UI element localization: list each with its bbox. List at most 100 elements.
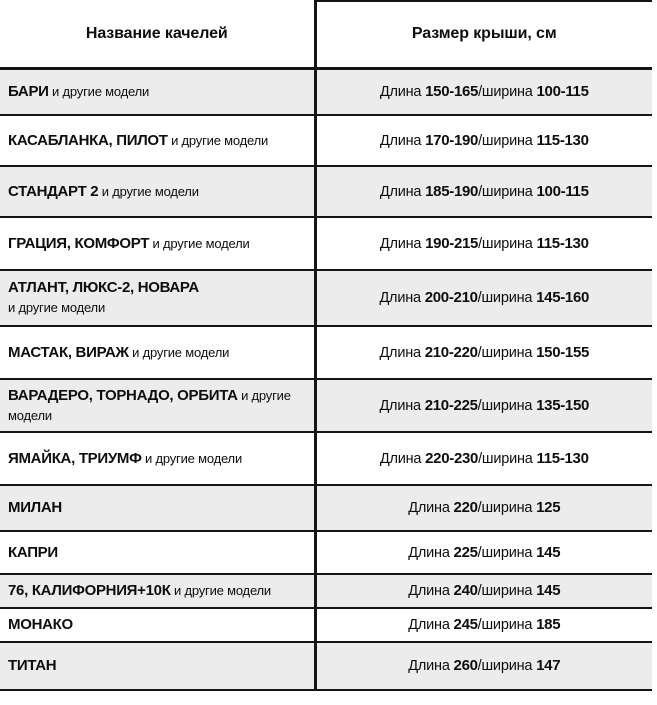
swing-name-cell: ВАРАДЕРО, ТОРНАДО, ОРБИТА и другие модел… (0, 379, 317, 433)
width-label: /ширина (477, 617, 537, 633)
length-value: 225 (453, 543, 478, 561)
width-value: 145-160 (536, 289, 590, 306)
width-label: /ширина (477, 544, 537, 561)
width-label: /ширина (478, 132, 537, 149)
width-value: 125 (536, 499, 561, 516)
swing-suffix: и другие модели (8, 300, 106, 315)
swing-name-cell: ЯМАЙКА, ТРИУМФ и другие модели (0, 432, 317, 486)
length-value: 170-190 (425, 131, 479, 149)
table-row: АТЛАНТ, ЛЮКС-2, НОВАРА и другие модели Д… (0, 270, 652, 327)
roof-size-cell: Длина 220/ширина 125 (315, 485, 652, 532)
length-value: 190-215 (425, 234, 479, 252)
swing-name-cell: ГРАЦИЯ, КОМФОРТ и другие модели (0, 217, 317, 271)
width-label: /ширина (477, 583, 537, 599)
roof-size-cell: Длина 240/ширина 145 (315, 574, 652, 609)
roof-size-cell: Длина 260/ширина 147 (315, 642, 652, 691)
swing-suffix: и другие модели (167, 132, 269, 148)
table-row: КАПРИ Длина 225/ширина 145 (0, 531, 652, 575)
length-label: Длина (408, 544, 454, 561)
swing-suffix: и другие модели (170, 583, 271, 598)
swing-models: КАСАБЛАНКА, ПИЛОТ (8, 131, 168, 149)
swing-name-cell: СТАНДАРТ 2 и другие модели (0, 166, 317, 218)
width-value: 185 (536, 616, 561, 633)
length-value: 245 (453, 616, 478, 633)
roof-size-cell: Длина 185-190/ширина 100-115 (315, 166, 652, 218)
length-value: 150-165 (425, 82, 479, 100)
length-value: 210-220 (424, 343, 478, 361)
table-row: ТИТАН Длина 260/ширина 147 (0, 642, 652, 691)
size-table: Название качелей Размер крыши, см БАРИ и… (0, 0, 652, 691)
length-label: Длина (379, 132, 426, 149)
length-value: 200-210 (424, 289, 478, 306)
width-value: 145 (536, 543, 561, 561)
table-row: МИЛАН Длина 220/ширина 125 (0, 485, 652, 532)
header-row: Название качелей Размер крыши, см (0, 0, 652, 70)
width-label: /ширина (478, 183, 537, 200)
length-label: Длина (379, 83, 426, 100)
width-label: /ширина (478, 83, 537, 100)
swing-models: МИЛАН (8, 499, 62, 516)
swing-models: МОНАКО (8, 616, 73, 633)
length-label: Длина (379, 290, 425, 306)
swing-name-cell: БАРИ и другие модели (0, 68, 317, 116)
width-value: 115-130 (536, 131, 589, 149)
width-label: /ширина (477, 658, 537, 674)
roof-size-cell: Длина 170-190/ширина 115-130 (315, 115, 652, 167)
table-row: МОНАКО Длина 245/ширина 185 (0, 608, 652, 643)
swing-suffix: и другие модели (128, 344, 230, 360)
table-row: КАСАБЛАНКА, ПИЛОТ и другие модели Длина … (0, 115, 652, 167)
swing-models: 76, КАЛИФОРНИЯ+10К (8, 582, 171, 599)
table-row: ГРАЦИЯ, КОМФОРТ и другие модели Длина 19… (0, 217, 652, 271)
header-roof-size: Размер крыши, см (315, 0, 652, 70)
length-value: 210-225 (424, 396, 478, 414)
length-label: Длина (379, 450, 426, 467)
swing-suffix: и другие модели (149, 235, 250, 251)
length-label: Длина (379, 183, 426, 200)
length-value: 220 (453, 499, 478, 516)
length-value: 220-230 (425, 449, 479, 467)
width-label: /ширина (478, 450, 537, 467)
length-label: Длина (408, 583, 454, 599)
swing-models: ЯМАЙКА, ТРИУМФ (8, 449, 142, 467)
width-value: 100-115 (536, 82, 589, 100)
roof-size-cell: Длина 190-215/ширина 115-130 (315, 217, 652, 271)
swing-name-cell: КАПРИ (0, 531, 317, 575)
swing-models: СТАНДАРТ 2 (8, 182, 99, 200)
swing-suffix: и другие модели (141, 450, 243, 466)
length-label: Длина (408, 500, 454, 516)
table-row: ЯМАЙКА, ТРИУМФ и другие модели Длина 220… (0, 432, 652, 486)
width-label: /ширина (477, 344, 537, 361)
swing-models: КАПРИ (8, 543, 58, 561)
width-value: 115-130 (536, 449, 589, 467)
swing-name-cell: АТЛАНТ, ЛЮКС-2, НОВАРА и другие модели (0, 270, 317, 327)
roof-size-cell: Длина 220-230/ширина 115-130 (315, 432, 652, 486)
swing-name-cell: ТИТАН (0, 642, 317, 691)
length-label: Длина (379, 397, 425, 414)
swing-suffix: и другие модели (48, 83, 150, 99)
length-label: Длина (379, 344, 425, 361)
swing-models: ВАРАДЕРО, ТОРНАДО, ОРБИТА (8, 386, 238, 404)
roof-size-cell: Длина 200-210/ширина 145-160 (315, 270, 652, 327)
swing-models: ГРАЦИЯ, КОМФОРТ (8, 234, 150, 252)
swing-name-cell: МАСТАК, ВИРАЖ и другие модели (0, 326, 317, 380)
length-label: Длина (408, 658, 454, 674)
table-row: 76, КАЛИФОРНИЯ+10К и другие модели Длина… (0, 574, 652, 609)
roof-size-cell: Длина 245/ширина 185 (315, 608, 652, 643)
header-swing-name: Название качелей (0, 1, 317, 70)
swing-name-cell: МИЛАН (0, 485, 317, 532)
width-value: 115-130 (536, 234, 589, 252)
width-label: /ширина (477, 500, 537, 516)
length-label: Длина (379, 235, 426, 252)
length-label: Длина (408, 617, 454, 633)
roof-size-cell: Длина 150-165/ширина 100-115 (315, 68, 652, 116)
width-value: 135-150 (536, 396, 590, 414)
swing-name-cell: КАСАБЛАНКА, ПИЛОТ и другие модели (0, 115, 317, 167)
table-row: ВАРАДЕРО, ТОРНАДО, ОРБИТА и другие модел… (0, 379, 652, 433)
width-label: /ширина (477, 290, 537, 306)
length-value: 260 (453, 657, 478, 674)
swing-models: АТЛАНТ, ЛЮКС-2, НОВАРА (8, 279, 199, 296)
roof-size-cell: Длина 225/ширина 145 (315, 531, 652, 575)
width-label: /ширина (477, 397, 537, 414)
swing-suffix: и другие модели (98, 183, 199, 199)
swing-models: ТИТАН (8, 657, 57, 674)
